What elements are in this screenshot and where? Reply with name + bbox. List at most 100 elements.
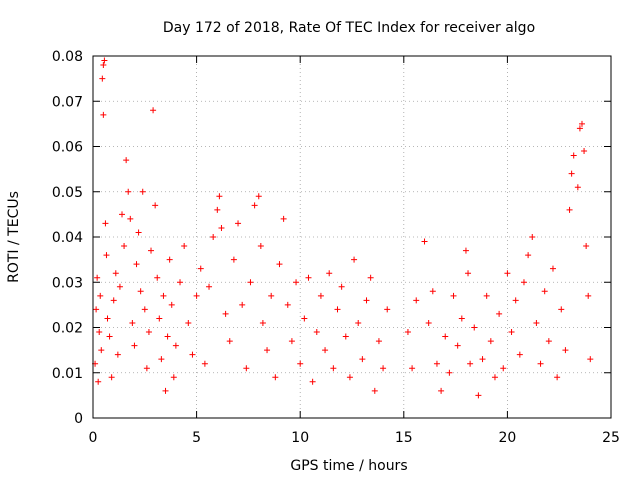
- data-point: [106, 333, 113, 340]
- data-point: [135, 229, 142, 236]
- data-point: [156, 315, 163, 322]
- y-axis-label: ROTI / TECUs: [6, 191, 22, 283]
- x-tick-label: 5: [192, 430, 201, 446]
- data-point: [483, 292, 490, 299]
- data-point: [280, 215, 287, 222]
- data-point: [160, 292, 167, 299]
- data-point: [125, 188, 132, 195]
- points-layer: [92, 57, 594, 399]
- data-point: [570, 152, 577, 159]
- data-point: [446, 369, 453, 376]
- data-point: [102, 220, 109, 227]
- data-point: [218, 224, 225, 231]
- data-point: [168, 301, 175, 308]
- data-point: [438, 387, 445, 394]
- data-point: [487, 338, 494, 345]
- data-point: [103, 252, 110, 259]
- data-point: [585, 292, 592, 299]
- data-point: [297, 360, 304, 367]
- data-point: [141, 306, 148, 313]
- data-point: [425, 319, 432, 326]
- data-point: [152, 202, 159, 209]
- data-point: [259, 319, 266, 326]
- data-point: [98, 347, 105, 354]
- data-point: [100, 62, 107, 69]
- data-point: [164, 333, 171, 340]
- data-point: [145, 329, 152, 336]
- data-point: [226, 338, 233, 345]
- data-point: [193, 292, 200, 299]
- data-point: [313, 329, 320, 336]
- y-tick-label: 0: [74, 411, 83, 427]
- x-tick-label: 15: [395, 430, 413, 446]
- data-point: [587, 356, 594, 363]
- chart-title: Day 172 of 2018, Rate Of TEC Index for r…: [163, 20, 535, 36]
- y-tick-label: 0.02: [52, 321, 83, 337]
- data-point: [251, 202, 258, 209]
- data-point: [162, 387, 169, 394]
- data-point: [206, 283, 213, 290]
- data-point: [537, 360, 544, 367]
- data-point: [95, 378, 102, 385]
- data-point: [243, 365, 250, 372]
- x-tick-label: 25: [602, 430, 620, 446]
- data-point: [578, 120, 585, 127]
- data-point: [197, 265, 204, 272]
- data-point: [114, 351, 121, 358]
- data-point: [247, 279, 254, 286]
- data-point: [216, 193, 223, 200]
- data-point: [201, 360, 208, 367]
- data-point: [301, 315, 308, 322]
- data-point: [346, 374, 353, 381]
- data-point: [143, 365, 150, 372]
- data-point: [305, 274, 312, 281]
- data-point: [121, 243, 128, 250]
- data-point: [181, 243, 188, 250]
- data-point: [351, 256, 358, 263]
- data-point: [359, 356, 366, 363]
- data-point: [421, 238, 428, 245]
- data-point: [442, 333, 449, 340]
- x-tick-label: 10: [291, 430, 309, 446]
- data-point: [177, 279, 184, 286]
- data-point: [533, 319, 540, 326]
- data-point: [317, 292, 324, 299]
- data-point: [272, 374, 279, 381]
- data-point: [170, 374, 177, 381]
- data-point: [458, 315, 465, 322]
- data-point: [429, 288, 436, 295]
- data-point: [496, 310, 503, 317]
- data-point: [116, 283, 123, 290]
- data-point: [450, 292, 457, 299]
- data-point: [454, 342, 461, 349]
- data-point: [257, 243, 264, 250]
- data-point: [119, 211, 126, 218]
- data-point: [129, 319, 136, 326]
- data-point: [276, 261, 283, 268]
- data-point: [99, 75, 106, 82]
- data-point: [108, 374, 115, 381]
- y-tick-label: 0.07: [52, 94, 83, 110]
- data-point: [222, 310, 229, 317]
- data-point: [581, 148, 588, 155]
- data-point: [375, 338, 382, 345]
- y-tick-label: 0.06: [52, 140, 83, 156]
- data-point: [566, 206, 573, 213]
- grid-layer: [93, 56, 611, 418]
- data-point: [139, 188, 146, 195]
- data-point: [131, 342, 138, 349]
- data-point: [104, 315, 111, 322]
- data-point: [148, 247, 155, 254]
- data-point: [576, 125, 583, 132]
- ticks-layer: 0 5 10 15 20 25 0 0.01 0.02 0.03 0.04 0.05 0.06 0.07 0…: [52, 49, 620, 446]
- data-point: [93, 306, 100, 313]
- y-tick-label: 0.03: [52, 275, 83, 291]
- data-point: [255, 193, 262, 200]
- data-point: [97, 292, 104, 299]
- y-tick-label: 0.05: [52, 185, 83, 201]
- x-tick-label: 0: [89, 430, 98, 446]
- data-point: [334, 306, 341, 313]
- data-point: [475, 392, 482, 399]
- data-point: [355, 319, 362, 326]
